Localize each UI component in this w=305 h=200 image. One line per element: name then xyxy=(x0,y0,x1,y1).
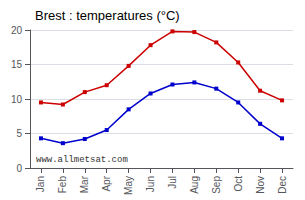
svg-text:10: 10 xyxy=(11,94,23,105)
svg-text:Nov: Nov xyxy=(255,176,266,194)
svg-text:Jan: Jan xyxy=(35,176,46,192)
svg-text:Apr: Apr xyxy=(101,175,112,191)
svg-text:20: 20 xyxy=(11,25,23,36)
svg-text:Jun: Jun xyxy=(145,176,156,192)
svg-text:Brest : temperatures (°C): Brest : temperatures (°C) xyxy=(35,8,180,23)
svg-text:15: 15 xyxy=(11,59,23,70)
svg-text:Aug: Aug xyxy=(189,176,200,194)
svg-text:Dec: Dec xyxy=(277,176,288,194)
svg-text:May: May xyxy=(123,176,134,195)
svg-text:Oct: Oct xyxy=(233,176,244,192)
svg-text:Mar: Mar xyxy=(79,175,90,193)
svg-text:Jul: Jul xyxy=(167,176,178,189)
svg-text:Feb: Feb xyxy=(57,176,68,194)
svg-text:www.allmetsat.com: www.allmetsat.com xyxy=(36,155,128,165)
svg-text:5: 5 xyxy=(16,128,22,139)
svg-text:Sep: Sep xyxy=(211,176,222,194)
svg-text:0: 0 xyxy=(16,163,22,174)
